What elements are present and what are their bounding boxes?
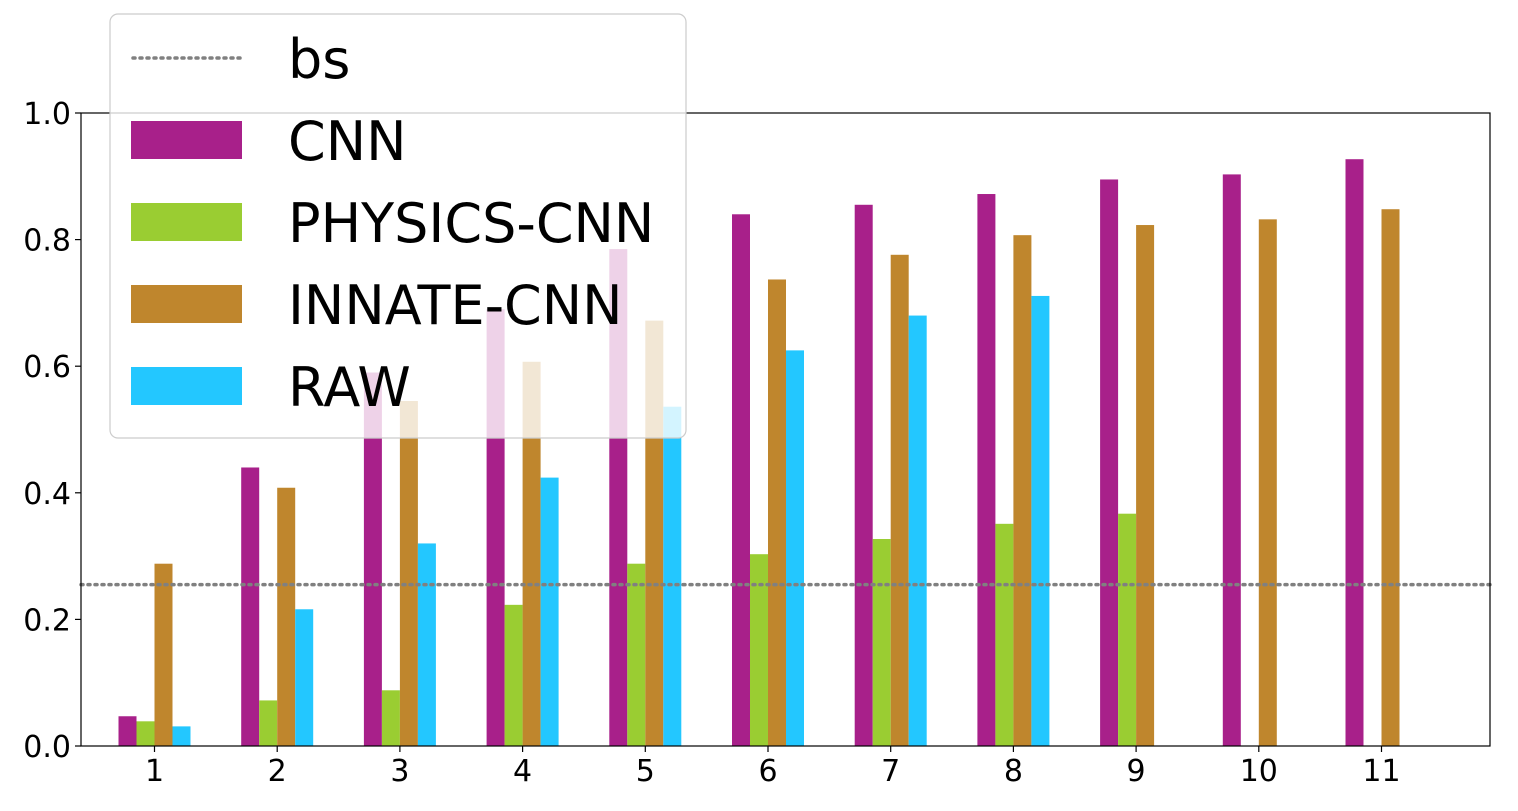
x-tick-label: 10 [1240, 754, 1278, 789]
legend: bs CNN PHYSICS-CNN INNATE-CNN RAW [109, 13, 687, 439]
plot-frame [80, 112, 1491, 747]
bars-layer [118, 159, 1400, 747]
x-tick-label: 8 [1004, 754, 1023, 789]
legend-label-physics-cnn: PHYSICS-CNN [288, 192, 654, 255]
bar-innate-cnn-10 [1258, 219, 1277, 747]
bar-innate-cnn-7 [890, 254, 909, 747]
y-tick-label: 0.6 [23, 350, 71, 385]
bar-raw-8 [1031, 295, 1050, 746]
legend-box [109, 13, 687, 439]
bar-cnn-9 [1100, 179, 1119, 747]
y-tick-label: 0.0 [23, 730, 71, 765]
bar-innate-cnn-6 [768, 279, 786, 746]
y-tick-label: 0.8 [23, 224, 71, 259]
bar-innate-cnn-2 [277, 487, 296, 746]
bar-innate-cnn-9 [1136, 225, 1155, 747]
bar-cnn-7 [854, 204, 873, 746]
bar-cnn-10 [1222, 174, 1241, 746]
bar-innate-cnn-4 [522, 361, 541, 746]
legend-label-raw: RAW [288, 356, 411, 419]
legend-label-bs: bs [288, 28, 350, 91]
bar-physics-cnn-7 [872, 539, 891, 746]
legend-swatch-innate-cnn [131, 285, 242, 323]
x-tick-label: 5 [636, 754, 655, 789]
bar-cnn-11 [1345, 159, 1364, 746]
bar-raw-5 [663, 406, 682, 746]
bar-physics-cnn-5 [627, 563, 646, 746]
bar-innate-cnn-3 [399, 401, 418, 746]
x-tick-label: 3 [390, 754, 409, 789]
legend-swatch-physics-cnn [131, 203, 242, 241]
bar-cnn-1 [118, 716, 137, 746]
legend-swatch-raw [131, 367, 242, 405]
x-tick-label: 2 [268, 754, 287, 789]
legend-label-cnn: CNN [288, 110, 407, 173]
bar-physics-cnn-4 [504, 604, 523, 746]
bar-innate-cnn-1 [154, 563, 173, 746]
bar-raw-1 [172, 726, 191, 746]
bar-cnn-6 [732, 214, 750, 746]
bar-physics-cnn-9 [1118, 513, 1137, 746]
bar-physics-cnn-2 [259, 700, 278, 746]
x-tick-label: 1 [145, 754, 164, 789]
bar-raw-3 [417, 543, 436, 746]
bar-physics-cnn-3 [381, 690, 400, 746]
bar-physics-cnn-6 [750, 554, 768, 746]
legend-label-innate-cnn: INNATE-CNN [288, 274, 623, 337]
x-tick-label: 7 [881, 754, 900, 789]
bar-raw-6 [786, 350, 804, 747]
x-tick-label: 9 [1127, 754, 1146, 789]
bar-raw-7 [908, 315, 927, 746]
y-axis: 0.0 0.2 0.4 0.6 0.8 1.0 [23, 97, 81, 765]
bar-physics-cnn-1 [136, 721, 155, 746]
bar-raw-2 [295, 609, 314, 746]
x-axis: 1 2 3 4 5 6 7 8 9 10 11 [145, 746, 1401, 789]
bar-innate-cnn-8 [1013, 235, 1032, 747]
bar-cnn-3 [363, 372, 382, 746]
x-tick-label: 6 [758, 754, 777, 789]
legend-swatch-cnn [131, 121, 242, 159]
x-tick-label: 4 [513, 754, 532, 789]
y-tick-label: 0.2 [23, 603, 71, 638]
x-tick-label: 11 [1362, 754, 1400, 789]
bar-raw-4 [540, 477, 559, 746]
bar-cnn-2 [241, 467, 260, 746]
bar-physics-cnn-8 [995, 523, 1014, 746]
bar-innate-cnn-11 [1381, 209, 1400, 747]
y-tick-label: 1.0 [23, 97, 71, 132]
bar-cnn-8 [977, 194, 996, 746]
y-tick-label: 0.4 [23, 477, 71, 512]
